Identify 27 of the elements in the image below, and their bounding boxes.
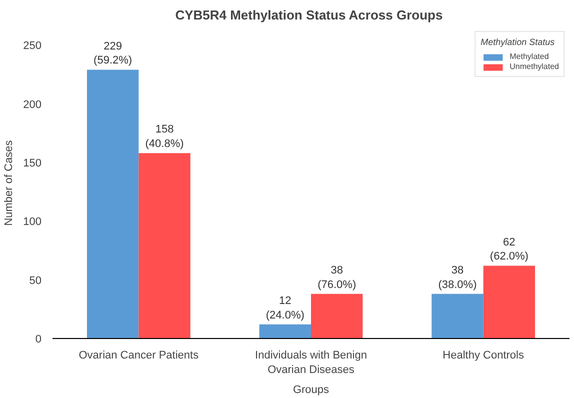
y-tick-label: 50 [29, 274, 42, 287]
y-tick-label: 150 [23, 157, 42, 170]
data-label: 62 (62.0%) [490, 236, 528, 263]
bar [432, 294, 484, 338]
data-label: 12 (24.0%) [266, 295, 304, 322]
bar [311, 294, 363, 338]
bar [259, 324, 311, 338]
data-label: 158 (40.8%) [145, 124, 184, 150]
y-tick-label: 100 [23, 216, 42, 228]
x-tick-label: Individuals with Benign Ovarian Diseases [255, 350, 367, 376]
x-axis-title: Groups [292, 384, 330, 396]
bar [86, 70, 139, 338]
x-tick-label: Healthy Controls [442, 350, 524, 362]
data-label: 38 (38.0%) [438, 264, 477, 291]
chart-title: CYB5R4 Methylation Status Across Groups [175, 8, 443, 22]
bar [138, 153, 190, 338]
y-tick-label: 200 [23, 98, 42, 111]
legend-label: Unmethylated [510, 62, 559, 71]
x-tick-label: Ovarian Cancer Patients [78, 350, 200, 362]
legend-title: Methylation Status [480, 37, 556, 47]
data-label: 229 (59.2%) [94, 40, 132, 67]
bar [483, 266, 536, 338]
legend-label: Methylated [510, 52, 549, 61]
data-label: 38 (76.0%) [318, 264, 356, 291]
y-tick-label: 250 [23, 40, 42, 52]
y-axis-title: Number of Cases [3, 140, 16, 226]
y-tick-label: 0 [35, 334, 42, 346]
